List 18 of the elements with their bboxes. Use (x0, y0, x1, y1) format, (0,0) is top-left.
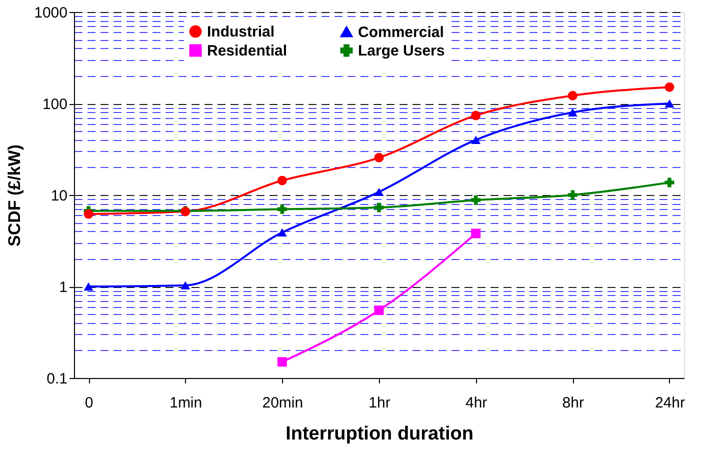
x-tick-label: 0 (84, 394, 94, 412)
x-tick-label: 8hr (562, 394, 584, 412)
x-axis-title: Interruption duration (286, 424, 474, 444)
y-tick-label: 0.1 (46, 370, 68, 388)
legend-label: Residential (207, 42, 288, 60)
x-tick-label: 4hr (465, 394, 488, 412)
x-tick-label: 1min (170, 394, 202, 412)
y-tick-label: 10 (50, 188, 68, 204)
x-tick-label: 20min (262, 394, 304, 412)
y-tick-label: 1 (59, 279, 68, 296)
y-tick-label: 100 (42, 96, 68, 113)
legend-label: Industrial (207, 24, 275, 41)
y-axis-title: SCDF (£/kW) (5, 144, 24, 246)
y-tick-label: 1000 (34, 4, 68, 22)
x-tick-label: 1hr (368, 394, 390, 412)
legend-label: Commercial (358, 24, 444, 41)
x-tick-label: 24hr (654, 394, 685, 412)
legend-label: Large Users (358, 42, 445, 60)
